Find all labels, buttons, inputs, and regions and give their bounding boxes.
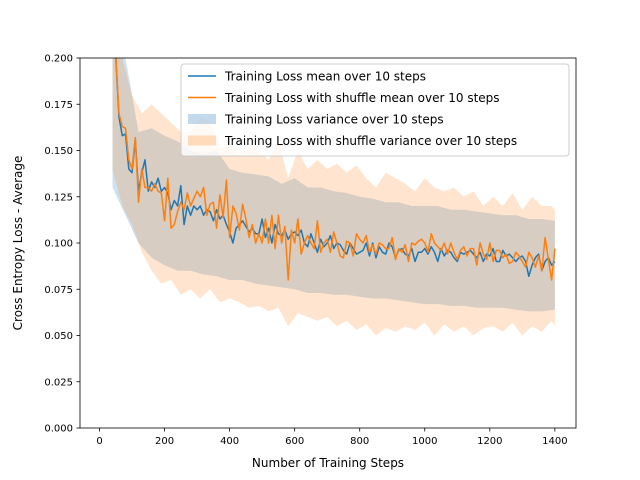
x-tick-label: 0 (96, 436, 102, 447)
x-axis-ticks: 0 200 400 600 800 1000 1200 1400 (96, 428, 568, 447)
mean-lines (115, 58, 556, 281)
y-axis-ticks: 0.000 0.025 0.050 0.075 0.100 0.125 0.150 0.175… (44, 54, 80, 435)
y-tick-label: 0.150 (44, 146, 73, 157)
x-axis-label: Number of Training Steps (252, 456, 404, 470)
variance-band-1 (112, 58, 555, 312)
legend-swatch-band (188, 135, 216, 146)
legend-label: Training Loss with shuffle mean over 10 … (224, 91, 500, 105)
y-tick-label: 0.075 (44, 285, 73, 296)
variance-bands (112, 58, 555, 336)
mean-line-1 (115, 58, 556, 278)
y-tick-label: 0.200 (44, 54, 73, 65)
legend-label: Training Loss variance over 10 steps (224, 113, 444, 127)
x-tick-label: 800 (350, 436, 369, 447)
x-tick-label: 600 (285, 436, 304, 447)
x-tick-label: 1200 (477, 436, 502, 447)
y-tick-label: 0.100 (44, 239, 73, 250)
x-tick-label: 1000 (412, 436, 437, 447)
variance-band-2 (112, 58, 555, 336)
y-tick-label: 0.025 (44, 377, 73, 388)
y-axis-label: Cross Entropy Loss - Average (11, 156, 25, 331)
legend-box (180, 63, 570, 157)
x-tick-label: 400 (220, 436, 239, 447)
legend-label: Training Loss mean over 10 steps (224, 70, 426, 84)
x-tick-label: 200 (155, 436, 174, 447)
legend-swatch-band (188, 114, 216, 124)
legend-label: Training Loss with shuffle variance over… (224, 134, 517, 148)
y-tick-label: 0.050 (44, 331, 73, 342)
y-tick-label: 0.000 (44, 424, 73, 435)
y-tick-label: 0.175 (44, 100, 73, 111)
y-tick-label: 0.125 (44, 192, 73, 203)
legend: Training Loss mean over 10 steps Training… (180, 63, 570, 157)
x-tick-label: 1400 (542, 436, 567, 447)
mean-line-2 (115, 58, 556, 281)
